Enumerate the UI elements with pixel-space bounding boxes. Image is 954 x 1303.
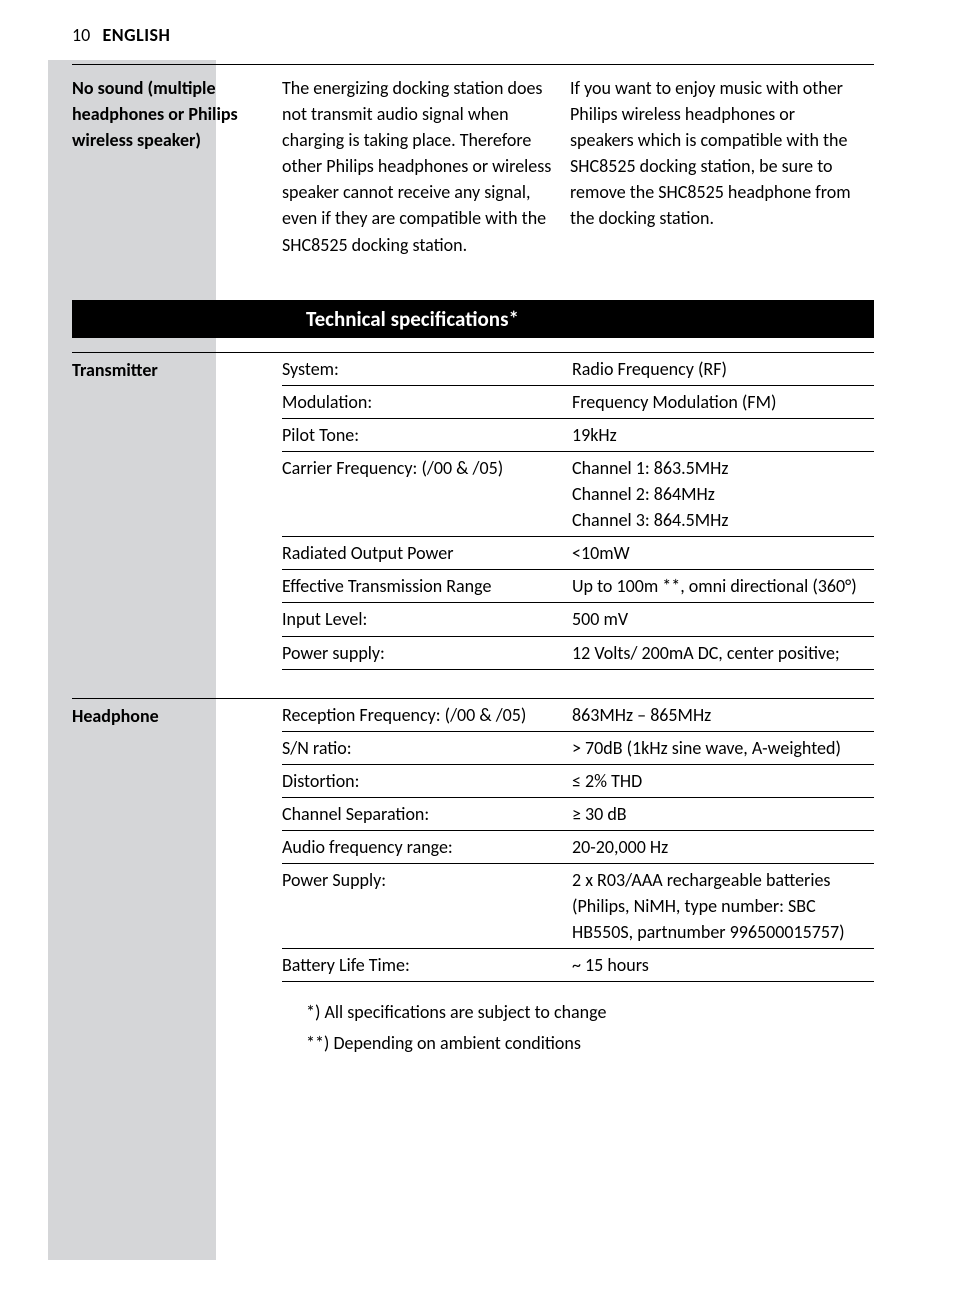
spec-key: Power Supply: [282,867,572,945]
spec-key: Effective Transmission Range [282,573,572,599]
spec-key: Audio frequency range: [282,834,572,860]
troubleshoot-solution: If you want to enjoy music with other Ph… [570,65,874,270]
spec-value: 12 Volts/ 200mA DC, center positive; [572,640,874,666]
spec-value-line: 12 Volts/ 200mA DC, center positive; [572,640,868,666]
spec-row: Power Supply:2 x R03/AAA rechargeable ba… [282,864,874,949]
spec-row: Radiated Output Power<10mW [282,537,874,570]
spec-value: ≥ 30 dB [572,801,874,827]
spec-value-line: Channel 1: 863.5MHz [572,455,868,481]
spec-row: Effective Transmission RangeUp to 100m *… [282,570,874,603]
page-number: 10 [72,24,90,46]
spec-key: Power supply: [282,640,572,666]
spec-row: System:Radio Frequency (RF) [282,353,874,386]
spec-key: Channel Separation: [282,801,572,827]
spec-value: ~ 15 hours [572,952,874,978]
spec-value: 20-20,000 Hz [572,834,874,860]
spec-value: > 70dB (1kHz sine wave, A-weighted) [572,735,874,761]
spec-row: Power supply:12 Volts/ 200mA DC, center … [282,637,874,670]
spec-value-line: <10mW [572,540,868,566]
spec-row: Reception Frequency: (/00 & /05)863MHz –… [282,699,874,732]
spec-value: 500 mV [572,606,874,632]
spec-value-line: Channel 2: 864MHz [572,481,868,507]
spec-key: S/N ratio: [282,735,572,761]
transmitter-section: Transmitter System:Radio Frequency (RF)M… [72,352,874,670]
spec-key: Modulation: [282,389,572,415]
transmitter-rows: System:Radio Frequency (RF)Modulation:Fr… [282,352,874,670]
spec-value-line: ≤ 2% THD [572,768,868,794]
headphone-section: Headphone Reception Frequency: (/00 & /0… [72,698,874,983]
spec-value: Frequency Modulation (FM) [572,389,874,415]
page-header: 10 ENGLISH [48,24,874,46]
spec-value-line: 2 x R03/AAA rechargeable batteries (Phil… [572,867,868,945]
spec-value-line: > 70dB (1kHz sine wave, A-weighted) [572,735,868,761]
spec-value: Radio Frequency (RF) [572,356,874,382]
spec-value-line: ≥ 30 dB [572,801,868,827]
spec-row: Input Level:500 mV [282,603,874,636]
page-language: ENGLISH [102,24,170,46]
spec-value: 2 x R03/AAA rechargeable batteries (Phil… [572,867,874,945]
spec-value-line: Frequency Modulation (FM) [572,389,868,415]
footnote-1: *) All specifications are subject to cha… [306,998,874,1027]
section-title: Technical specifications* [72,300,874,338]
spec-value-line: 20-20,000 Hz [572,834,868,860]
spec-row: Audio frequency range:20-20,000 Hz [282,831,874,864]
spec-key: Pilot Tone: [282,422,572,448]
spec-value: ≤ 2% THD [572,768,874,794]
footnote-2: **) Depending on ambient conditions [306,1029,874,1058]
spec-key: Radiated Output Power [282,540,572,566]
spec-key: Input Level: [282,606,572,632]
spec-row: Modulation:Frequency Modulation (FM) [282,386,874,419]
spec-row: S/N ratio:> 70dB (1kHz sine wave, A-weig… [282,732,874,765]
spec-row: Pilot Tone:19kHz [282,419,874,452]
spec-value-line: Radio Frequency (RF) [572,356,868,382]
troubleshoot-label: No sound (multiple headphones or Philips… [72,65,282,270]
spec-row: Battery Life Time:~ 15 hours [282,949,874,982]
headphone-rows: Reception Frequency: (/00 & /05)863MHz –… [282,698,874,983]
spec-key: Distortion: [282,768,572,794]
spec-value-line: 19kHz [572,422,868,448]
spec-value-line: ~ 15 hours [572,952,868,978]
transmitter-label: Transmitter [72,352,282,670]
spec-value-line: 863MHz – 865MHz [572,702,868,728]
spec-key: Battery Life Time: [282,952,572,978]
spec-value-line: Up to 100m **, omni directional (360°) [572,573,868,599]
spec-value-line: Channel 3: 864.5MHz [572,507,868,533]
spec-value: <10mW [572,540,874,566]
spec-key: System: [282,356,572,382]
spec-value: Up to 100m **, omni directional (360°) [572,573,874,599]
footnotes: *) All specifications are subject to cha… [282,998,874,1058]
troubleshoot-section: No sound (multiple headphones or Philips… [72,64,874,270]
spec-row: Distortion:≤ 2% THD [282,765,874,798]
spec-key: Reception Frequency: (/00 & /05) [282,702,572,728]
spec-row: Channel Separation:≥ 30 dB [282,798,874,831]
spec-value-line: 500 mV [572,606,868,632]
spec-row: Carrier Frequency: (/00 & /05)Channel 1:… [282,452,874,537]
spec-value: Channel 1: 863.5MHzChannel 2: 864MHzChan… [572,455,874,533]
spec-key: Carrier Frequency: (/00 & /05) [282,455,572,533]
headphone-label: Headphone [72,698,282,983]
troubleshoot-cause: The energizing docking station does not … [282,65,570,270]
spec-value: 19kHz [572,422,874,448]
spec-value: 863MHz – 865MHz [572,702,874,728]
